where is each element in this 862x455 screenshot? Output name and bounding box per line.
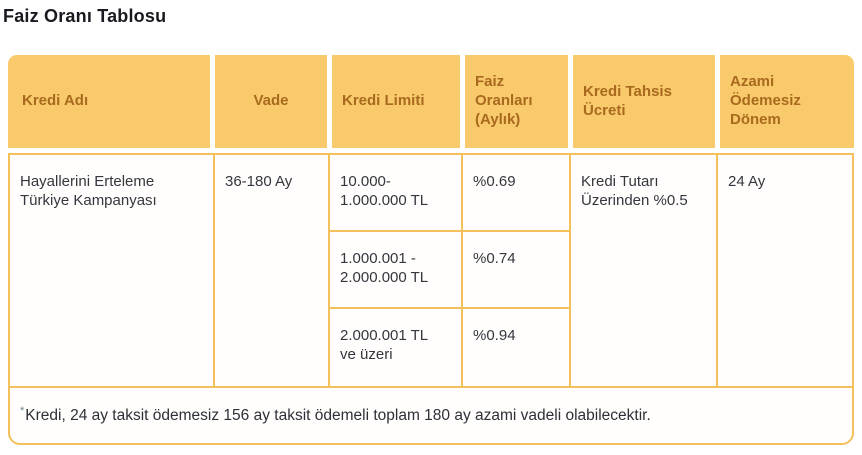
table-footnote: *Kredi, 24 ay taksit ödemesiz 156 ay tak… [8,388,854,445]
cell-limit-tier-1: 10.000- 1.000.000 TL [330,155,463,232]
cell-limit-tier-2: 1.000.001 - 2.000.000 TL [330,232,463,309]
cell-rate-tier-3: %0.94 [463,309,571,386]
header-cell-faiz-oranlari: Faiz Oranları (Aylık) [465,55,573,148]
interest-rate-table: Kredi Adı Vade Kredi Limiti Faiz Oranlar… [8,55,854,445]
cell-kredi-adi: Hayallerini Erteleme Türkiye Kampanyası [10,155,215,386]
page-title: Faiz Oranı Tablosu [3,6,167,26]
footnote: *Kredi, 24 ay taksit ödemesiz 156 ay tak… [20,405,651,425]
header-cell-azami-odemesiz-donem: Azami Ödemesiz Dönem [720,55,854,148]
header-cell-kredi-limiti: Kredi Limiti [332,55,465,148]
cell-limit-tier-3: 2.000.001 TL ve üzeri [330,309,463,386]
footnote-marker: * [20,405,25,418]
table-header-row: Kredi Adı Vade Kredi Limiti Faiz Oranlar… [8,55,854,148]
header-cell-kredi-adi: Kredi Adı [8,55,215,148]
cell-kredi-tahsis-ucreti: Kredi Tutarı Üzerinden %0.5 [571,155,718,386]
header-cell-kredi-tahsis-ucreti: Kredi Tahsis Ücreti [573,55,720,148]
header-cell-vade: Vade [215,55,332,148]
cell-vade: 36-180 Ay [215,155,330,386]
cell-azami-odemesiz-donem: 24 Ay [728,173,766,190]
table-body: Hayallerini Erteleme Türkiye Kampanyası … [8,153,854,388]
footnote-text: Kredi, 24 ay taksit ödemesiz 156 ay taks… [25,407,651,425]
cell-rate-tier-2: %0.74 [463,232,571,309]
cell-rate-tier-1: %0.69 [463,155,571,232]
